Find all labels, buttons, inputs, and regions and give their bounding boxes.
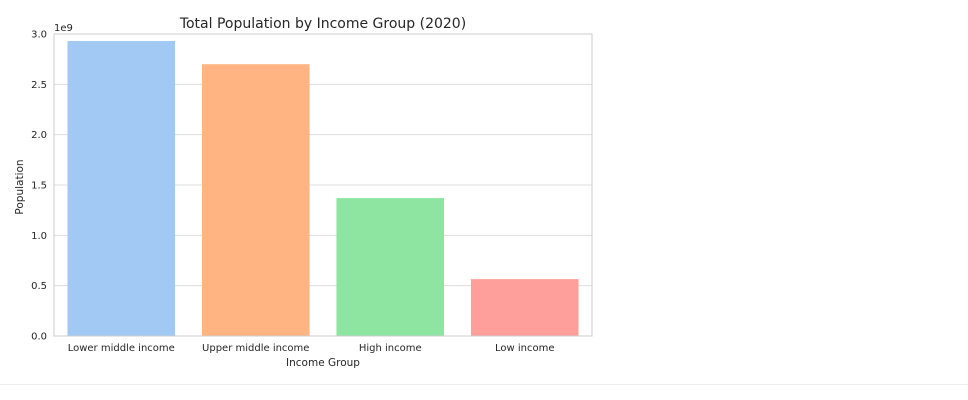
plot-border xyxy=(53,33,593,337)
y-tick-label: 1.5 xyxy=(31,181,47,192)
bar-low-income xyxy=(470,279,579,336)
y-tick-label: 3.0 xyxy=(31,30,47,41)
notebook-output-cell: 0.0 0.5 1.0 1.5 2.0 2.5 3.0 Lower middle incom… xyxy=(0,16,968,385)
y-axis-label: Population xyxy=(14,159,26,214)
bar-lower-middle-income xyxy=(67,41,176,337)
x-axis-label: Income Group xyxy=(286,357,360,369)
y-tick-label: 1.0 xyxy=(31,231,47,242)
x-tick-label: Lower middle income xyxy=(68,343,175,354)
y-tick-label: 0.0 xyxy=(31,332,47,343)
bars xyxy=(67,41,579,337)
bar-high-income xyxy=(336,198,445,336)
y-tick-label: 2.5 xyxy=(31,80,47,91)
x-tick-label: Upper middle income xyxy=(202,343,309,354)
bar-upper-middle-income xyxy=(201,64,310,336)
y-scale-label: 1e9 xyxy=(54,23,73,34)
x-tick-labels: Lower middle income Upper middle income Hi… xyxy=(68,343,555,354)
x-tick-label: High income xyxy=(359,343,422,354)
y-tick-label: 2.0 xyxy=(31,130,47,141)
bar-chart: 0.0 0.5 1.0 1.5 2.0 2.5 3.0 Lower middle incom… xyxy=(14,16,593,369)
chart-title: Total Population by Income Group (2020) xyxy=(179,16,466,32)
y-tick-label: 0.5 xyxy=(31,281,47,292)
y-tick-labels: 0.0 0.5 1.0 1.5 2.0 2.5 3.0 xyxy=(31,30,47,343)
x-tick-label: Low income xyxy=(495,343,555,354)
